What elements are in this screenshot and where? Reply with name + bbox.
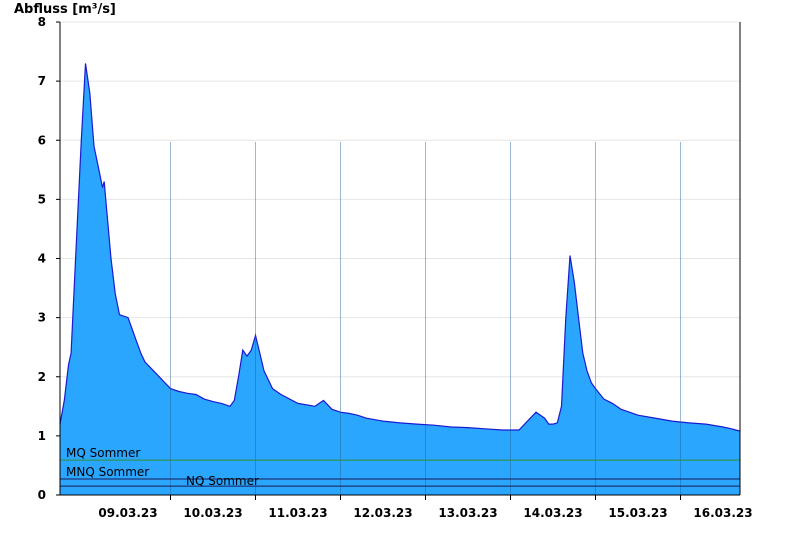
x-tick-label: 12.03.23 <box>353 506 412 520</box>
x-tick-label: 13.03.23 <box>438 506 497 520</box>
y-tick-label: 3 <box>38 311 46 325</box>
x-tick-label: 14.03.23 <box>523 506 582 520</box>
y-tick-label: 7 <box>38 74 46 88</box>
reference-label: MNQ Sommer <box>66 465 149 479</box>
x-tick-label: 16.03.23 <box>693 506 752 520</box>
y-axis-title: Abfluss [m³/s] <box>14 2 116 17</box>
discharge-area <box>60 63 740 496</box>
reference-label: MQ Sommer <box>66 446 140 460</box>
y-tick-label: 0 <box>38 488 46 502</box>
x-tick-label: 10.03.23 <box>183 506 242 520</box>
reference-label: NQ Sommer <box>186 474 259 488</box>
discharge-line <box>59 63 741 432</box>
y-tick-label: 5 <box>38 192 46 206</box>
x-tick-label: 11.03.23 <box>268 506 327 520</box>
x-tick-label: 15.03.23 <box>608 506 667 520</box>
y-tick-label: 6 <box>38 133 46 147</box>
x-tick-label: 09.03.23 <box>98 506 157 520</box>
y-tick-label: 2 <box>38 370 46 384</box>
y-tick-label: 4 <box>38 252 46 266</box>
y-tick-label: 8 <box>38 15 46 29</box>
y-tick-label: 1 <box>38 429 46 443</box>
